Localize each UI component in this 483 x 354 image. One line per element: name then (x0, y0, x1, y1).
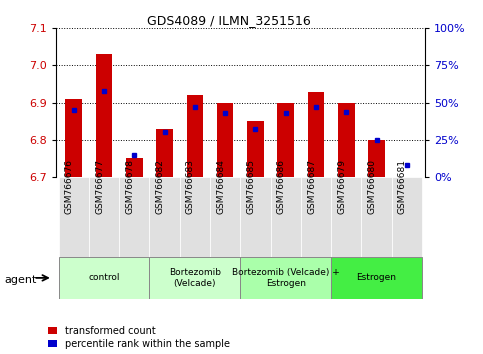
Text: GSM766685: GSM766685 (246, 159, 256, 214)
Bar (58, 177, 89, 257)
Text: GSM766682: GSM766682 (156, 159, 165, 214)
Bar (247, 121, 264, 177)
Bar (331, 257, 422, 299)
Bar (241, 177, 270, 257)
Bar (241, 257, 331, 299)
Text: GSM766686: GSM766686 (277, 159, 286, 214)
Text: GSM766680: GSM766680 (368, 159, 377, 214)
Bar (277, 103, 294, 177)
Bar (308, 92, 325, 177)
Bar (392, 177, 422, 257)
Bar (65, 99, 82, 177)
Bar (96, 55, 113, 177)
Bar (331, 177, 361, 257)
Text: control: control (88, 273, 120, 282)
Text: GSM766687: GSM766687 (307, 159, 316, 214)
Bar (89, 177, 119, 257)
Bar (58, 257, 149, 299)
Text: GSM766679: GSM766679 (337, 159, 346, 214)
Bar (270, 177, 301, 257)
Text: Bortezomib
(Velcade): Bortezomib (Velcade) (169, 268, 221, 287)
Text: agent: agent (5, 275, 37, 285)
Bar (368, 140, 385, 177)
Text: GSM766678: GSM766678 (125, 159, 134, 214)
Bar (301, 177, 331, 257)
Text: GSM766676: GSM766676 (65, 159, 74, 214)
Bar (149, 257, 241, 299)
Bar (217, 103, 233, 177)
Bar (338, 103, 355, 177)
Text: GSM766683: GSM766683 (186, 159, 195, 214)
Title: GDS4089 / ILMN_3251516: GDS4089 / ILMN_3251516 (147, 14, 311, 27)
Bar (186, 95, 203, 177)
Bar (361, 177, 392, 257)
Bar (156, 129, 173, 177)
Text: GSM766681: GSM766681 (398, 159, 407, 214)
Bar (180, 177, 210, 257)
Text: Bortezomib (Velcade) +
Estrogen: Bortezomib (Velcade) + Estrogen (232, 268, 340, 287)
Text: GSM766684: GSM766684 (216, 159, 225, 214)
Bar (210, 177, 241, 257)
Legend: transformed count, percentile rank within the sample: transformed count, percentile rank withi… (48, 326, 230, 349)
Text: GSM766677: GSM766677 (95, 159, 104, 214)
Bar (119, 177, 149, 257)
Text: Estrogen: Estrogen (356, 273, 397, 282)
Bar (149, 177, 180, 257)
Bar (126, 159, 142, 177)
